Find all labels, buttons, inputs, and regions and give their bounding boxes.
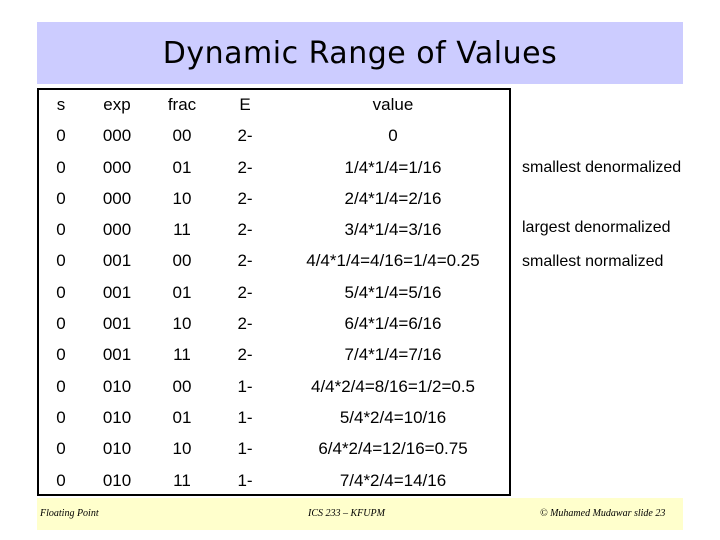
- cell-value: 0: [388, 126, 398, 146]
- cell-e: 2-: [237, 282, 253, 302]
- cell-value: 5/4*2/4=10/16: [339, 407, 447, 427]
- cell-frac: 10: [172, 314, 192, 334]
- cell-frac: 01: [172, 157, 192, 177]
- cell-value: 1/4*1/4=1/16: [344, 157, 442, 177]
- cell-e: 2-: [237, 220, 253, 240]
- cell-e: 2-: [237, 314, 253, 334]
- cell-e: 2-: [237, 188, 253, 208]
- cell-value: 4/4*1/4=4/16=1/4=0.25: [306, 251, 480, 271]
- table-frame: [37, 88, 511, 496]
- table-row: 0 010 11 1- 7/4*2/4=14/16: [37, 465, 511, 496]
- cell-frac: 01: [172, 407, 192, 427]
- footer-center: ICS 233 – KFUPM: [308, 508, 385, 519]
- cell-frac: 00: [172, 251, 192, 271]
- cell-e: 2-: [237, 126, 253, 146]
- title-bar: Dynamic Range of Values: [37, 22, 683, 84]
- cell-exp: 010: [102, 407, 132, 427]
- cell-e: 1-: [237, 407, 253, 427]
- cell-exp: 000: [102, 126, 132, 146]
- table-row: 0 000 01 2- 1/4*1/4=1/16: [37, 152, 511, 183]
- note-largest-denormalized: largest denormalized: [522, 219, 671, 236]
- table-row: 0 010 01 1- 5/4*2/4=10/16: [37, 402, 511, 433]
- table-row: 0 000 11 2- 3/4*1/4=3/16: [37, 214, 511, 245]
- cell-frac: 10: [172, 439, 192, 459]
- footer-left: Floating Point: [40, 508, 99, 519]
- cell-value: 6/4*1/4=6/16: [344, 314, 442, 334]
- cell-e: 1-: [237, 439, 253, 459]
- header-exp: exp: [103, 95, 131, 114]
- table-row: 0 010 00 1- 4/4*2/4=8/16=1/2=0.5: [37, 371, 511, 402]
- cell-s: 0: [56, 126, 66, 146]
- table-row: 0 001 00 2- 4/4*1/4=4/16=1/4=0.25: [37, 245, 511, 276]
- cell-frac: 00: [172, 126, 192, 146]
- cell-s: 0: [56, 470, 66, 490]
- cell-exp: 000: [102, 220, 132, 240]
- cell-frac: 00: [172, 376, 192, 396]
- cell-frac: 11: [173, 470, 191, 490]
- cell-exp: 001: [102, 314, 132, 334]
- header-frac: frac: [167, 95, 197, 114]
- table-row: 0 010 10 1- 6/4*2/4=12/16=0.75: [37, 433, 511, 464]
- cell-frac: 11: [173, 345, 191, 365]
- cell-frac: 01: [172, 282, 192, 302]
- cell-s: 0: [56, 314, 66, 334]
- range-table: s exp frac E value 0 000 00 2- 0 0 000 01 2- 1/4*…: [37, 89, 511, 496]
- table-header-row: s exp frac E value: [37, 89, 511, 120]
- cell-exp: 010: [102, 470, 132, 490]
- cell-exp: 010: [102, 376, 132, 396]
- note-smallest-normalized: smallest normalized: [522, 253, 664, 270]
- table-row: 0 001 11 2- 7/4*1/4=7/16: [37, 339, 511, 370]
- cell-s: 0: [56, 376, 66, 396]
- footer-bar: [37, 498, 683, 530]
- cell-e: 2-: [237, 157, 253, 177]
- note-smallest-denormalized: smallest denormalized: [522, 159, 682, 176]
- cell-exp: 001: [102, 251, 132, 271]
- cell-s: 0: [56, 220, 66, 240]
- cell-s: 0: [56, 345, 66, 365]
- slide-title: Dynamic Range of Values: [162, 35, 558, 71]
- table-row: 0 000 00 2- 0: [37, 120, 511, 151]
- cell-s: 0: [56, 251, 66, 271]
- cell-s: 0: [56, 157, 66, 177]
- cell-s: 0: [56, 188, 66, 208]
- table-left-border: [37, 88, 39, 496]
- table-row: 0 000 10 2- 2/4*1/4=2/16: [37, 183, 511, 214]
- table-row: 0 001 10 2- 6/4*1/4=6/16: [37, 308, 511, 339]
- cell-exp: 000: [102, 188, 132, 208]
- table-body: 0 000 00 2- 0 0 000 01 2- 1/4*1/4=1/16 0 000 10 2- 2/4…: [37, 120, 511, 496]
- cell-value: 5/4*1/4=5/16: [344, 282, 442, 302]
- header-e: E: [239, 95, 251, 114]
- table-row: 0 001 01 2- 5/4*1/4=5/16: [37, 277, 511, 308]
- cell-exp: 000: [102, 157, 132, 177]
- cell-s: 0: [56, 439, 66, 459]
- cell-s: 0: [56, 282, 66, 302]
- header-s: s: [56, 95, 66, 114]
- cell-frac: 10: [172, 188, 192, 208]
- cell-exp: 010: [102, 439, 132, 459]
- footer-right: © Muhamed Mudawar slide 23: [540, 508, 666, 519]
- cell-e: 2-: [237, 251, 253, 271]
- cell-s: 0: [56, 407, 66, 427]
- cell-value: 4/4*2/4=8/16=1/2=0.5: [310, 376, 475, 396]
- cell-e: 2-: [237, 345, 253, 365]
- cell-exp: 001: [102, 345, 132, 365]
- cell-value: 7/4*1/4=7/16: [344, 345, 442, 365]
- cell-value: 2/4*1/4=2/16: [344, 188, 442, 208]
- cell-e: 1-: [237, 376, 253, 396]
- cell-value: 3/4*1/4=3/16: [344, 220, 442, 240]
- cell-e: 1-: [237, 470, 253, 490]
- cell-exp: 001: [102, 282, 132, 302]
- cell-value: 6/4*2/4=12/16=0.75: [318, 439, 468, 459]
- cell-value: 7/4*2/4=14/16: [339, 470, 447, 490]
- cell-frac: 11: [173, 220, 191, 240]
- header-value: value: [372, 95, 414, 114]
